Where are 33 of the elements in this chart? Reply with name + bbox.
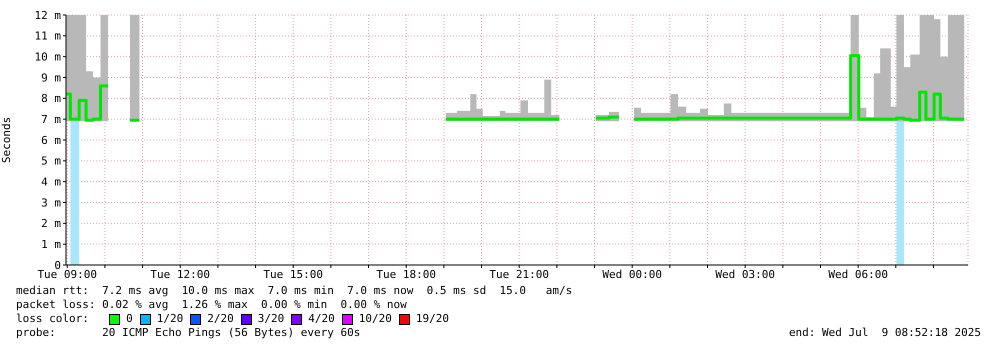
text: 4/20: [308, 312, 335, 326]
y-tick-label: 1 m: [41, 238, 62, 252]
text: end: Wed Jul 9 08:52:18 2025: [788, 326, 981, 339]
text: median rtt: 7.2 ms avg 10.0 ms max 7.0 ms min 7.0 ms now 0.5 ms sd 15.0 am/s: [16, 284, 572, 298]
y-tick-label: 4 m: [41, 176, 62, 189]
text: 2/20: [207, 312, 234, 326]
y-tick-label: 11 m: [34, 30, 62, 43]
y-tick-label: 6 m: [41, 134, 62, 147]
text: 3/20: [258, 312, 284, 326]
text: 0: [126, 312, 133, 326]
y-tick-label: 7 m: [41, 113, 62, 126]
y-tick-label: 10 m: [34, 50, 62, 64]
text: 19/20: [416, 312, 449, 326]
x-tick-label: Tue 15:00: [263, 268, 324, 281]
x-tick-label: Tue 12:00: [150, 268, 210, 281]
y-tick-label: 2 m: [41, 217, 62, 230]
text: loss color:: [16, 312, 90, 326]
y-tick-label: 3 m: [41, 196, 62, 210]
text: 10/20: [358, 312, 392, 326]
y-tick-label: 8 m: [41, 92, 62, 106]
y-tick-label: 0: [54, 258, 61, 272]
x-tick-label: Wed 03:00: [715, 268, 775, 281]
x-tick-label: Tue 18:00: [376, 268, 436, 281]
x-tick-label: Wed 06:00: [828, 268, 888, 281]
text: packet loss: 0.02 % avg 1.26 % max 0.00 % min 0.00 % now: [16, 298, 408, 312]
text: probe: 20 ICMP Echo Pings (56 Bytes) every 60s: [16, 326, 362, 340]
y-tick-label: 12 m: [34, 8, 62, 22]
y-tick-label: 9 m: [41, 71, 62, 84]
x-tick-label: Tue 21:00: [489, 268, 549, 281]
x-tick-label: Wed 00:00: [602, 268, 662, 281]
y-axis-title: Seconds: [0, 116, 13, 164]
y-tick-label: 5 m: [41, 154, 62, 168]
text: 1/20: [156, 312, 184, 326]
